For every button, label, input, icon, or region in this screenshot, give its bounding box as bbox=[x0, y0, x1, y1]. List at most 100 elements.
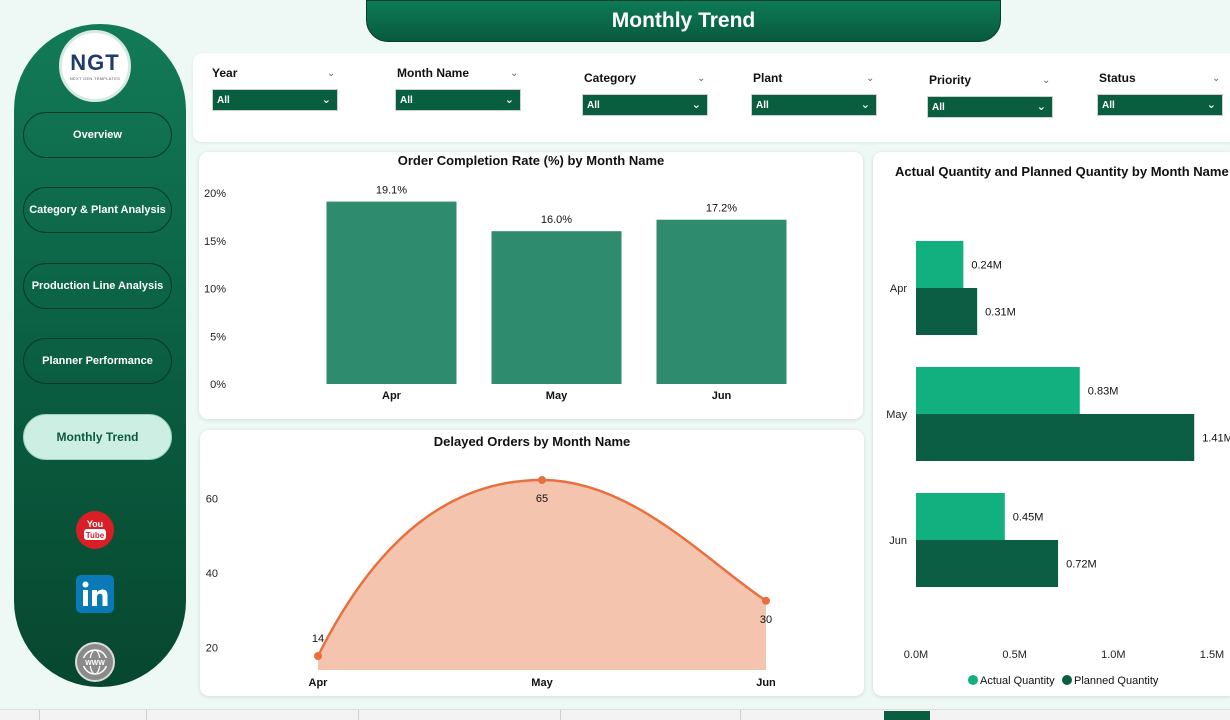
x-tick-label: 0.0M bbox=[904, 649, 928, 661]
chevron-down-icon[interactable]: ⌄ bbox=[1212, 73, 1221, 84]
delayed-orders-title: Delayed Orders by Month Name bbox=[433, 434, 631, 449]
x-tick-label: Apr bbox=[382, 390, 402, 402]
nav-overview-button[interactable]: Overview bbox=[23, 112, 172, 158]
filter-plant: Plant ⌄ All ⌄ bbox=[751, 71, 877, 116]
filter-year-value: All bbox=[217, 94, 230, 106]
logo-mark-text: NGT bbox=[70, 49, 120, 75]
filter-status: Status ⌄ All ⌄ bbox=[1097, 71, 1223, 116]
filter-month: Month Name ⌄ All ⌄ bbox=[395, 66, 521, 111]
x-tick-label: Apr bbox=[309, 677, 329, 689]
filter-category-label: Category bbox=[584, 71, 637, 85]
data-label: 14 bbox=[312, 633, 324, 645]
website-globe-icon[interactable]: WWW bbox=[75, 642, 115, 682]
chevron-down-icon[interactable]: ⌄ bbox=[866, 73, 875, 84]
nav-production-line-button[interactable]: Production Line Analysis bbox=[23, 263, 172, 309]
y-tick-label: Apr bbox=[890, 283, 907, 295]
nav-monthly-trend-button[interactable]: Monthly Trend bbox=[23, 414, 172, 460]
active-tab-indicator[interactable] bbox=[884, 711, 930, 720]
quantity-title: Actual Quantity and Planned Quantity by … bbox=[895, 164, 1229, 179]
chevron-down-icon: ⌄ bbox=[321, 94, 331, 106]
tab-divider bbox=[146, 710, 147, 720]
legend-marker bbox=[1062, 675, 1072, 685]
chevron-down-icon[interactable]: ⌄ bbox=[697, 73, 706, 84]
sidebar: NGT NEXT GEN TEMPLATES Overview Category… bbox=[14, 24, 186, 687]
quantity-chart: Apr 0.24M 0.31M May 0.83M 1.41M Jun 0.45M 0.72M 0… bbox=[886, 241, 1230, 687]
x-tick-label: Jun bbox=[756, 677, 776, 689]
data-label: 30 bbox=[760, 614, 772, 626]
data-point bbox=[314, 652, 322, 660]
filter-plant-select[interactable]: All ⌄ bbox=[751, 94, 877, 116]
data-label: 16.0% bbox=[541, 214, 572, 226]
x-tick-label: 0.5M bbox=[1002, 649, 1026, 661]
chevron-down-icon: ⌄ bbox=[691, 99, 701, 111]
y-tick-label: 5% bbox=[210, 331, 226, 343]
linkedin-icon[interactable] bbox=[75, 574, 115, 614]
y-tick-label: Jun bbox=[889, 535, 907, 547]
chevron-down-icon: ⌄ bbox=[860, 99, 870, 111]
data-label: 0.24M bbox=[971, 260, 1002, 272]
data-point bbox=[762, 596, 770, 605]
tab-divider bbox=[358, 710, 359, 720]
data-label: 19.1% bbox=[376, 185, 407, 197]
logo-subtitle: NEXT GEN TEMPLATES bbox=[69, 75, 121, 81]
y-tick-label: 20% bbox=[204, 188, 226, 200]
filter-month-label: Month Name bbox=[397, 66, 469, 80]
chevron-down-icon[interactable]: ⌄ bbox=[327, 68, 336, 79]
filter-year-select[interactable]: All ⌄ bbox=[212, 89, 338, 111]
completion-rate-card: Order Completion Rate (%) by Month Name … bbox=[199, 152, 863, 419]
y-tick-label: May bbox=[886, 409, 907, 421]
quantity-card: Actual Quantity and Planned Quantity by … bbox=[873, 152, 1230, 696]
nav-category-plant-button[interactable]: Category & Plant Analysis bbox=[23, 187, 172, 233]
bar-jun-actual bbox=[916, 493, 1005, 540]
bar-may-actual bbox=[916, 367, 1080, 414]
chevron-down-icon[interactable]: ⌄ bbox=[510, 68, 519, 79]
y-tick-label: 20 bbox=[206, 643, 218, 655]
filter-year-label: Year bbox=[212, 66, 238, 80]
filter-priority: Priority ⌄ All ⌄ bbox=[927, 73, 1053, 118]
filter-plant-value: All bbox=[756, 99, 769, 111]
chevron-down-icon: ⌄ bbox=[504, 94, 514, 106]
y-tick-label: 15% bbox=[204, 236, 226, 248]
tab-divider bbox=[560, 710, 561, 720]
chevron-down-icon: ⌄ bbox=[1206, 99, 1216, 111]
x-tick-label: Jun bbox=[712, 390, 732, 402]
company-logo: NGT NEXT GEN TEMPLATES bbox=[59, 30, 131, 102]
bar-may bbox=[491, 231, 622, 384]
bar-apr bbox=[326, 201, 457, 384]
filter-category-select[interactable]: All ⌄ bbox=[582, 94, 708, 116]
data-label: 0.72M bbox=[1066, 559, 1097, 571]
x-tick-label: 1.0M bbox=[1101, 649, 1125, 661]
page-title-bar: Monthly Trend bbox=[366, 0, 1001, 42]
y-tick-label: 10% bbox=[204, 284, 226, 296]
area-fill bbox=[318, 480, 766, 670]
bottom-tab-strip bbox=[0, 709, 1230, 720]
data-label: 17.2% bbox=[706, 203, 737, 215]
page-title: Monthly Trend bbox=[611, 9, 756, 32]
legend-label: Planned Quantity bbox=[1074, 675, 1159, 687]
x-tick-label: May bbox=[546, 390, 568, 402]
completion-rate-title: Order Completion Rate (%) by Month Name bbox=[397, 153, 665, 168]
legend-marker bbox=[968, 675, 978, 685]
filter-priority-select[interactable]: All ⌄ bbox=[927, 96, 1053, 118]
filter-month-select[interactable]: All ⌄ bbox=[395, 89, 521, 111]
data-label: 0.83M bbox=[1088, 386, 1119, 398]
filter-month-value: All bbox=[400, 94, 413, 106]
nav-planner-performance-button[interactable]: Planner Performance bbox=[23, 338, 172, 384]
completion-rate-chart: 0% 5% 10% 15% 20% 19.1% Apr 16.0% May 17.2% Jun bbox=[204, 185, 787, 402]
data-label: 1.41M bbox=[1202, 433, 1230, 445]
chevron-down-icon[interactable]: ⌄ bbox=[1042, 75, 1051, 86]
svg-text:WWW: WWW bbox=[85, 660, 105, 667]
filter-category-value: All bbox=[587, 99, 600, 111]
x-tick-label: May bbox=[531, 677, 553, 689]
filter-status-value: All bbox=[1102, 99, 1115, 111]
filter-year: Year ⌄ All ⌄ bbox=[212, 66, 338, 111]
youtube-icon[interactable]: You Tube bbox=[75, 510, 115, 550]
filter-plant-label: Plant bbox=[753, 71, 783, 85]
svg-text:You: You bbox=[87, 519, 103, 529]
y-tick-label: 0% bbox=[210, 379, 226, 391]
chevron-down-icon: ⌄ bbox=[1036, 101, 1046, 113]
bar-apr-actual bbox=[916, 241, 964, 288]
filter-panel: Year ⌄ All ⌄ Month Name ⌄ All ⌄ Category… bbox=[193, 53, 1230, 142]
x-tick-label: 1.5M bbox=[1200, 649, 1224, 661]
filter-status-select[interactable]: All ⌄ bbox=[1097, 94, 1223, 116]
